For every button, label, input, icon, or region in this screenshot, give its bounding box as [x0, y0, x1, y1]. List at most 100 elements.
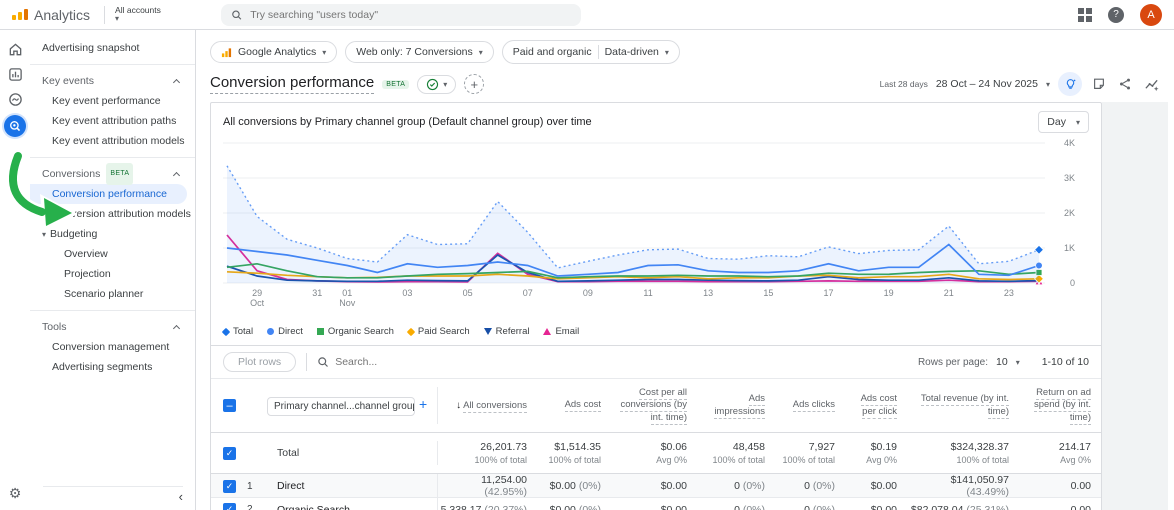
legend-item-paid-search[interactable]: Paid Search — [406, 326, 470, 337]
reports-icon[interactable] — [6, 65, 24, 83]
attribution-filter-chip[interactable]: Paid and organic Data-driven ▾ — [501, 40, 680, 64]
svg-text:19: 19 — [884, 288, 894, 298]
row-checkbox[interactable]: ✓ — [223, 479, 236, 493]
sidebar-item-advertising-segments[interactable]: Advertising segments — [30, 357, 195, 377]
column-header-cost-per-all-conversions-by-int-time-[interactable]: Cost per all conversions (by int. time) — [611, 387, 697, 425]
collapse-sidebar-chevron[interactable]: ‹ — [43, 486, 183, 504]
add-dimension-button[interactable]: + — [419, 395, 428, 412]
property-chip[interactable]: Google Analytics ▾ — [210, 41, 338, 63]
svg-text:21: 21 — [944, 288, 954, 298]
date-preset-label: Last 28 days — [879, 79, 928, 89]
table-search[interactable] — [317, 356, 908, 368]
legend-item-email[interactable]: Email — [543, 326, 579, 337]
metric-cell: $1,514.35 100% of total — [548, 441, 601, 466]
column-header-return-on-ad-spend-by-int-time-[interactable]: Return on ad spend (by int. time) — [1019, 387, 1101, 425]
sidebar-item-label: Advertising snapshot — [42, 42, 140, 54]
help-icon[interactable]: ? — [1108, 6, 1124, 23]
sidebar-item-projection[interactable]: Projection — [30, 264, 195, 284]
share-icon[interactable] — [1116, 75, 1134, 93]
column-header-ads-cost[interactable]: Ads cost — [537, 399, 611, 413]
sidebar-item-conversion-management[interactable]: Conversion management — [30, 337, 195, 357]
metric-cell: $0.00 — [870, 503, 897, 510]
account-switcher[interactable]: All accounts ▾ — [115, 6, 161, 24]
column-header-label: Ads cost — [564, 399, 601, 413]
sidebar-item-overview[interactable]: Overview — [30, 244, 195, 264]
granularity-select[interactable]: Day ▾ — [1038, 111, 1089, 133]
advertising-icon[interactable] — [4, 115, 26, 137]
column-header-ads-clicks[interactable]: Ads clicks — [775, 399, 845, 413]
main-content: Google Analytics ▾ Web only: 7 Conversio… — [196, 30, 1174, 510]
analytics-logo-icon[interactable] — [12, 9, 28, 20]
row-checkbox[interactable]: ✓ — [223, 503, 236, 510]
rows-per-page-select[interactable]: 10 — [996, 356, 1008, 368]
home-icon[interactable] — [6, 40, 24, 58]
dimension-selector[interactable]: Primary channel...channel group)▾ — [267, 396, 415, 416]
chevron-down-icon: ▾ — [115, 14, 120, 24]
channel-name: Organic Search — [277, 503, 350, 510]
sidebar-item-budgeting[interactable]: ▾ Budgeting — [30, 224, 195, 244]
sidebar-item-key-event-attribution-models[interactable]: Key event attribution models — [30, 131, 195, 151]
insights-bulb-icon[interactable] — [1058, 72, 1082, 96]
sidebar-item-label: Key event attribution models — [52, 135, 185, 147]
svg-text:13: 13 — [703, 288, 713, 298]
settings-gear-icon[interactable]: ⚙ — [8, 485, 22, 501]
divider — [30, 310, 195, 311]
notes-icon[interactable] — [1090, 75, 1108, 93]
sidebar-item-key-event-performance[interactable]: Key event performance — [30, 91, 195, 111]
metric-cell: 0 (0%) — [734, 480, 765, 493]
conversions-filter-chip[interactable]: Web only: 7 Conversions ▾ — [345, 41, 494, 63]
plot-rows-button[interactable]: Plot rows — [223, 352, 297, 372]
apps-grid-icon[interactable] — [1078, 7, 1092, 22]
section-label: Tools — [42, 321, 67, 333]
property-chip-label: Google Analytics — [238, 46, 317, 58]
row-checkbox[interactable]: ✓ — [223, 446, 236, 460]
column-header-ads-cost-per-click[interactable]: Ads cost per click — [845, 393, 907, 419]
section-label: Conversions — [42, 168, 101, 180]
sidebar-item-scenario-planner[interactable]: Scenario planner — [30, 284, 195, 304]
sidebar-item-conversion-performance[interactable]: Conversion performance — [30, 184, 187, 204]
report-card: All conversions by Primary channel group… — [210, 102, 1102, 510]
row-checkbox[interactable]: – — [223, 399, 236, 413]
trend-sparkle-icon[interactable] — [1142, 75, 1160, 93]
legend-item-direct[interactable]: Direct — [267, 326, 303, 337]
table-search-input[interactable] — [335, 356, 536, 368]
svg-text:09: 09 — [583, 288, 593, 298]
legend-item-organic-search[interactable]: Organic Search — [316, 326, 394, 337]
avatar[interactable]: A — [1140, 3, 1162, 26]
metric-cell: $0.19 Avg 0% — [866, 441, 897, 466]
dimension-label: Primary channel...channel group) — [274, 400, 415, 412]
legend-item-total[interactable]: Total — [221, 326, 253, 337]
svg-text:03: 03 — [402, 288, 412, 298]
chevron-down-icon: ▾ — [1045, 79, 1050, 89]
sidebar-item-key-event-attribution-paths[interactable]: Key event attribution paths — [30, 111, 195, 131]
svg-text:17: 17 — [823, 288, 833, 298]
sidebar-section-key-events[interactable]: Key events — [30, 71, 195, 91]
table-row-organic-search[interactable]: ✓ 2 Organic Search 5,338.17 (20.37%) $0.00 (… — [211, 498, 1101, 510]
chevron-down-icon: ▾ — [443, 79, 448, 89]
explore-icon[interactable] — [6, 90, 24, 108]
divider — [306, 353, 308, 371]
report-status-chip[interactable]: ▾ — [417, 74, 457, 94]
table-row-direct[interactable]: ✓ 1 Direct 11,254.00 (42.95%) $0.00 (0%) $0.0… — [211, 474, 1101, 499]
square-marker-icon — [316, 328, 324, 335]
svg-text:29: 29 — [252, 288, 262, 298]
add-report-button[interactable]: + — [464, 74, 485, 94]
sidebar-item-advertising-snapshot[interactable]: Advertising snapshot — [30, 38, 195, 58]
column-header-label: Return on ad spend (by int. time) — [1033, 387, 1091, 425]
sidebar-section-tools[interactable]: Tools — [30, 317, 195, 337]
sidebar-section-conversions[interactable]: Conversions BETA — [30, 163, 195, 185]
divider — [104, 5, 106, 24]
search-input[interactable] — [250, 8, 571, 21]
legend-item-referral[interactable]: Referral — [483, 326, 529, 337]
date-range-selector[interactable]: 28 Oct – 24 Nov 2025 — [935, 78, 1038, 90]
chevron-down-icon[interactable]: ▾ — [1015, 357, 1020, 367]
chevron-down-icon: ▾ — [1075, 117, 1080, 127]
column-header-ads-impressions[interactable]: Ads impressions — [697, 393, 775, 419]
timeseries-chart[interactable]: 0 1K 2K 3K 4K 29 Oct 31 01 Nov 03 05 07 09 11 13 15 17 19 2… — [211, 135, 1101, 326]
column-header-total-revenue-by-int-time-[interactable]: Total revenue (by int. time) — [907, 393, 1019, 419]
column-header-label: Ads clicks — [792, 399, 835, 413]
legend-label: Paid Search — [417, 326, 470, 337]
global-search[interactable] — [220, 3, 581, 26]
sidebar-item-conversion-attribution-models[interactable]: Conversion attribution models — [30, 204, 195, 224]
column-header-all-conversions[interactable]: ↓ All conversions — [437, 387, 537, 425]
